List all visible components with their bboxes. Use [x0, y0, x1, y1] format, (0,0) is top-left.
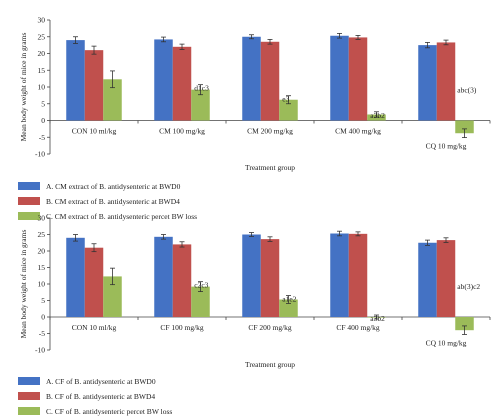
- bar-2-2: [172, 244, 192, 317]
- y-tick-label: 30: [38, 16, 46, 25]
- legend-swatch-2: [18, 197, 40, 205]
- bar-annotation: ab(3)c2: [457, 282, 480, 291]
- bar-3-5: [455, 120, 474, 134]
- y-tick-label: 10: [38, 280, 46, 289]
- legend-swatch-1: [18, 377, 40, 385]
- bar-1-1: [66, 40, 85, 121]
- chart-2: -10 -5 0 5 10 15 20 25 30 Mean body weight of mic…: [18, 214, 491, 416]
- y-tick-label: 0: [41, 313, 45, 322]
- bar-annotation: c2c3: [194, 281, 208, 290]
- y-tick-label: -10: [35, 346, 45, 355]
- y-tick-label: 25: [38, 230, 46, 239]
- bar-annotation: a1e2: [282, 295, 296, 304]
- y-tick-label: -10: [35, 150, 45, 159]
- y-tick-label: 25: [38, 32, 46, 41]
- legend-swatch-2: [18, 392, 40, 400]
- legend-label-2: B. CM extract of B. antidysenteric at BW…: [46, 197, 180, 206]
- legend-swatch-1: [18, 182, 40, 190]
- bar-2-1: [84, 247, 104, 317]
- bar-3-2: [191, 89, 210, 121]
- y-tick-label: -5: [39, 133, 45, 142]
- y-axis-label: Mean body weight of mice in grams: [19, 33, 28, 142]
- bar-2-3: [260, 41, 280, 121]
- category-label: CQ 10 mg/kg: [426, 338, 467, 347]
- legend-label-3: C. CF of B. antidysenteric percet BW los…: [46, 407, 172, 416]
- bar-3-1: [103, 79, 122, 121]
- y-tick-label: 30: [38, 214, 46, 223]
- y-tick-label: 15: [38, 263, 46, 272]
- legend-label-3: C. CM extract of B. antidysenteric perce…: [46, 212, 197, 221]
- category-label: CF 100 mg/kg: [160, 323, 204, 332]
- y-tick-label: 5: [41, 99, 45, 108]
- chart-1: -10 -5 0 5 10 15 20 25 30 Mean body weight of mic…: [18, 16, 491, 221]
- category-label: CM 400 mg/kg: [335, 127, 381, 136]
- bar-1-1: [66, 237, 85, 317]
- bar-2-3: [260, 239, 280, 317]
- bar-1-5: [418, 242, 437, 317]
- bar-3-3: [279, 99, 298, 121]
- legend-label-1: A. CF of B. antidysenteric at BWD0: [46, 377, 156, 386]
- bar-3-5: [455, 317, 474, 331]
- bar-2-2: [172, 46, 192, 121]
- bar-annotation: e3: [282, 95, 289, 104]
- bar-2-1: [84, 50, 104, 121]
- category-label: CM 200 mg/kg: [247, 127, 293, 136]
- bar-annotation: abc(3): [457, 86, 477, 95]
- legend-label-2: B. CF of B. antidysenteric at BWD4: [46, 392, 155, 401]
- y-tick-label: 20: [38, 49, 46, 58]
- category-label: CM 100 mg/kg: [159, 127, 205, 136]
- x-axis-label: Treatment group: [245, 163, 295, 172]
- category-label: CQ 10 mg/kg: [426, 142, 467, 151]
- bar-1-5: [418, 45, 437, 121]
- y-tick-label: 5: [41, 296, 45, 305]
- y-tick-label: 20: [38, 247, 46, 256]
- bar-1-2: [154, 236, 173, 317]
- category-label: CON 10 ml/kg: [72, 323, 117, 332]
- bar-annotation: d1c3: [194, 84, 209, 93]
- legend: A. CM extract of B. antidysenteric at BW…: [18, 182, 197, 221]
- bar-1-4: [330, 233, 349, 317]
- y-tick-label: 0: [41, 116, 45, 125]
- bar-1-3: [242, 36, 261, 121]
- bar-2-5: [436, 240, 456, 317]
- legend-swatch-3: [18, 212, 40, 220]
- legend-label-1: A. CM extract of B. antidysenteric at BW…: [46, 182, 181, 191]
- bar-2-5: [436, 42, 456, 121]
- legend: A. CF of B. antidysenteric at BWD0 B. CF …: [18, 377, 172, 416]
- legend-swatch-3: [18, 407, 40, 415]
- category-label: CON 10 ml/kg: [72, 127, 117, 136]
- bar-annotation: a3b2: [370, 314, 385, 323]
- bar-3-1: [103, 276, 122, 317]
- bar-1-4: [330, 35, 349, 121]
- bar-2-4: [348, 233, 368, 317]
- category-label: CF 200 mg/kg: [248, 323, 292, 332]
- y-tick-label: 15: [38, 66, 46, 75]
- bar-1-3: [242, 234, 261, 317]
- category-label: CF 400 mg/kg: [336, 323, 380, 332]
- y-tick-label: 10: [38, 83, 46, 92]
- bar-2-4: [348, 37, 368, 121]
- bar-3-2: [191, 286, 210, 317]
- y-tick-label: -5: [39, 329, 45, 338]
- bar-1-2: [154, 39, 173, 121]
- y-axis-label: Mean body weight of mice in grams: [19, 230, 28, 339]
- bar-annotation: a3b2: [370, 111, 385, 120]
- x-axis-label: Treatment group: [245, 360, 295, 369]
- bar-3-3: [279, 299, 298, 317]
